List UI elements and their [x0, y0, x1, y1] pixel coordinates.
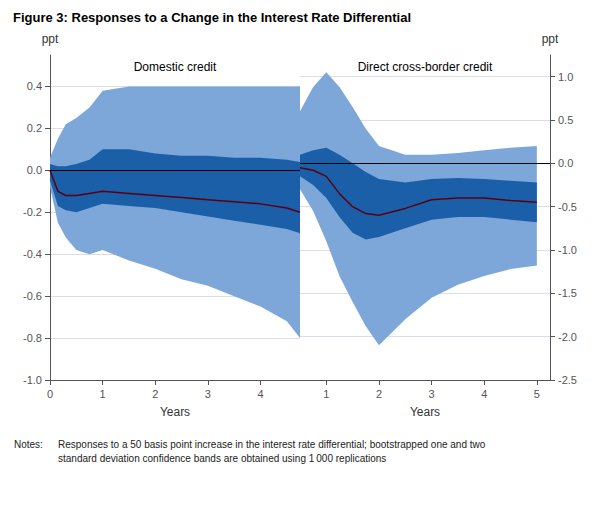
- svg-text:-0.6: -0.6: [23, 290, 42, 302]
- svg-text:1.0: 1.0: [558, 71, 573, 83]
- svg-text:0: 0: [47, 388, 53, 400]
- svg-text:-2.5: -2.5: [558, 374, 577, 386]
- svg-text:standard deviation confidence: standard deviation confidence bands are …: [58, 453, 386, 464]
- svg-text:Responses to a 50 basis point: Responses to a 50 basis point increase i…: [58, 439, 486, 450]
- svg-text:4: 4: [481, 388, 487, 400]
- svg-text:-1.5: -1.5: [558, 287, 577, 299]
- svg-text:0.0: 0.0: [27, 164, 42, 176]
- svg-text:-0.5: -0.5: [558, 201, 577, 213]
- svg-text:Figure 3: Responses to a Chang: Figure 3: Responses to a Change in the I…: [13, 10, 411, 25]
- svg-text:1: 1: [323, 388, 329, 400]
- svg-text:Years: Years: [410, 405, 440, 419]
- svg-text:0.5: 0.5: [558, 114, 573, 126]
- svg-text:Notes:: Notes:: [14, 439, 43, 450]
- svg-text:Years: Years: [160, 405, 190, 419]
- svg-text:-2.0: -2.0: [558, 331, 577, 343]
- svg-text:0.0: 0.0: [558, 157, 573, 169]
- svg-text:0.2: 0.2: [27, 122, 42, 134]
- svg-text:ppt: ppt: [42, 32, 59, 46]
- svg-text:5: 5: [534, 388, 540, 400]
- svg-text:2: 2: [152, 388, 158, 400]
- svg-text:ppt: ppt: [542, 32, 559, 46]
- svg-text:3: 3: [429, 388, 435, 400]
- svg-text:2: 2: [376, 388, 382, 400]
- svg-text:-1.0: -1.0: [558, 244, 577, 256]
- svg-text:0.4: 0.4: [27, 80, 42, 92]
- svg-text:4: 4: [257, 388, 263, 400]
- svg-text:-0.4: -0.4: [23, 248, 42, 260]
- svg-text:Domestic credit: Domestic credit: [134, 60, 217, 74]
- svg-text:-0.2: -0.2: [23, 206, 42, 218]
- svg-text:-0.8: -0.8: [23, 332, 42, 344]
- svg-text:3: 3: [205, 388, 211, 400]
- svg-text:1: 1: [100, 388, 106, 400]
- svg-text:-1.0: -1.0: [23, 374, 42, 386]
- svg-text:Direct cross-border credit: Direct cross-border credit: [358, 60, 493, 74]
